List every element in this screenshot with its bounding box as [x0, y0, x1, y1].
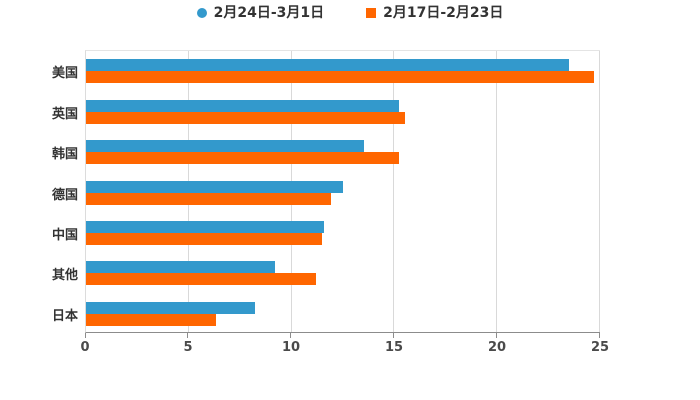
x-tick-5 [187, 333, 188, 338]
plot-area [85, 50, 600, 333]
legend-square-marker-icon [366, 8, 377, 18]
legend-item-series-0[interactable]: 2月24日-3月1日 [196, 5, 325, 21]
gridline-x-15 [393, 51, 395, 332]
bar-德国-series-1 [86, 192, 331, 205]
x-tick-10 [290, 333, 291, 338]
bar-日本-series-1 [86, 313, 216, 326]
chart-legend: 2月24日-3月1日 2月17日-2月23日 [0, 6, 700, 20]
legend-item-series-1[interactable]: 2月17日-2月23日 [366, 6, 503, 20]
category-label-韩国: 韩国 [51, 147, 78, 163]
legend-label-series-1: 2月17日-2月23日 [383, 5, 504, 21]
category-label-中国: 中国 [51, 227, 78, 243]
x-tick-15 [393, 333, 394, 338]
x-tick-25 [599, 333, 600, 338]
x-tick-0 [85, 333, 86, 338]
bar-英国-series-0 [86, 99, 399, 112]
category-label-日本: 日本 [51, 308, 78, 324]
bar-中国-series-1 [86, 232, 323, 245]
x-tick-20 [496, 333, 497, 338]
bar-美国-series-0 [86, 59, 570, 72]
category-label-其他: 其他 [51, 268, 78, 284]
legend-circle-marker-icon [196, 8, 207, 18]
bar-德国-series-0 [86, 180, 343, 193]
x-tick-label-5: 5 [183, 340, 193, 355]
category-label-英国: 英国 [51, 106, 78, 122]
bar-英国-series-1 [86, 111, 405, 124]
x-tick-label-15: 15 [384, 340, 404, 355]
bar-美国-series-1 [86, 71, 594, 84]
bar-其他-series-0 [86, 261, 276, 274]
legend-label-series-0: 2月24日-3月1日 [213, 5, 325, 21]
bar-日本-series-0 [86, 301, 255, 314]
bar-韩国-series-0 [86, 140, 364, 153]
gridline-x-25 [599, 51, 600, 332]
gridline-x-20 [496, 51, 498, 332]
category-label-德国: 德国 [51, 187, 78, 203]
x-tick-label-20: 20 [487, 340, 507, 355]
x-tick-label-10: 10 [281, 340, 301, 355]
category-label-美国: 美国 [51, 66, 78, 82]
x-tick-label-25: 25 [590, 340, 610, 355]
x-tick-label-0: 0 [80, 340, 90, 355]
bar-中国-series-0 [86, 220, 325, 233]
bar-其他-series-1 [86, 273, 317, 286]
bar-韩国-series-1 [86, 152, 399, 165]
